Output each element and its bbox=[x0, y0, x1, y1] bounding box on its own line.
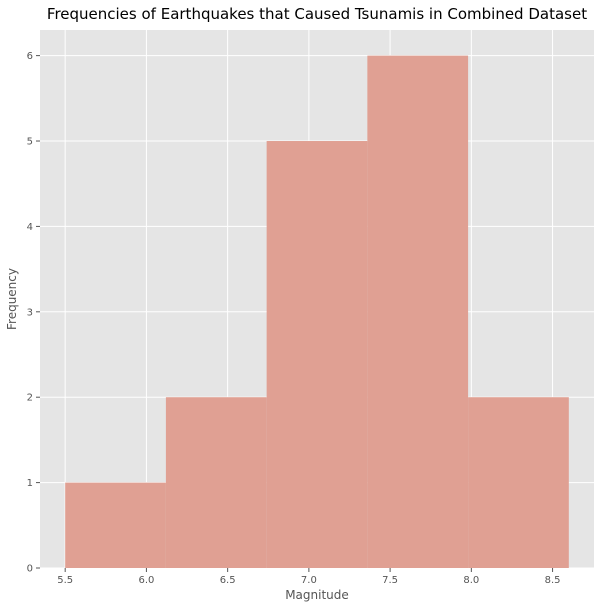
y-tick-label: 1 bbox=[27, 478, 33, 489]
x-tick-label: 7.0 bbox=[301, 575, 317, 586]
y-axis-label: Frequency bbox=[5, 268, 19, 330]
x-tick-label: 7.5 bbox=[382, 575, 398, 586]
histogram-bar bbox=[468, 397, 569, 568]
y-tick-label: 0 bbox=[27, 564, 33, 575]
x-tick-label: 8.5 bbox=[545, 575, 561, 586]
y-tick-label: 3 bbox=[27, 307, 33, 318]
x-axis-label: Magnitude bbox=[285, 588, 349, 602]
x-tick-label: 5.5 bbox=[57, 575, 73, 586]
histogram-bar bbox=[65, 482, 166, 568]
y-tick-label: 6 bbox=[27, 51, 33, 62]
y-tick-label: 2 bbox=[27, 393, 33, 404]
histogram-bar bbox=[266, 141, 368, 568]
y-tick-label: 5 bbox=[27, 137, 33, 148]
y-axis-ticks: 0 1 2 3 4 5 6 bbox=[27, 51, 40, 575]
x-tick-label: 6.5 bbox=[220, 575, 236, 586]
x-tick-label: 6.0 bbox=[138, 575, 154, 586]
y-tick-label: 4 bbox=[27, 222, 33, 233]
x-tick-label: 8.0 bbox=[463, 575, 479, 586]
x-axis-ticks: 5.5 6.0 6.5 7.0 7.5 8.0 8.5 bbox=[57, 568, 561, 586]
histogram-bar bbox=[367, 55, 469, 569]
chart-title: Frequencies of Earthquakes that Caused T… bbox=[47, 5, 587, 23]
histogram-bar bbox=[165, 397, 267, 568]
histogram-bars bbox=[65, 55, 569, 569]
